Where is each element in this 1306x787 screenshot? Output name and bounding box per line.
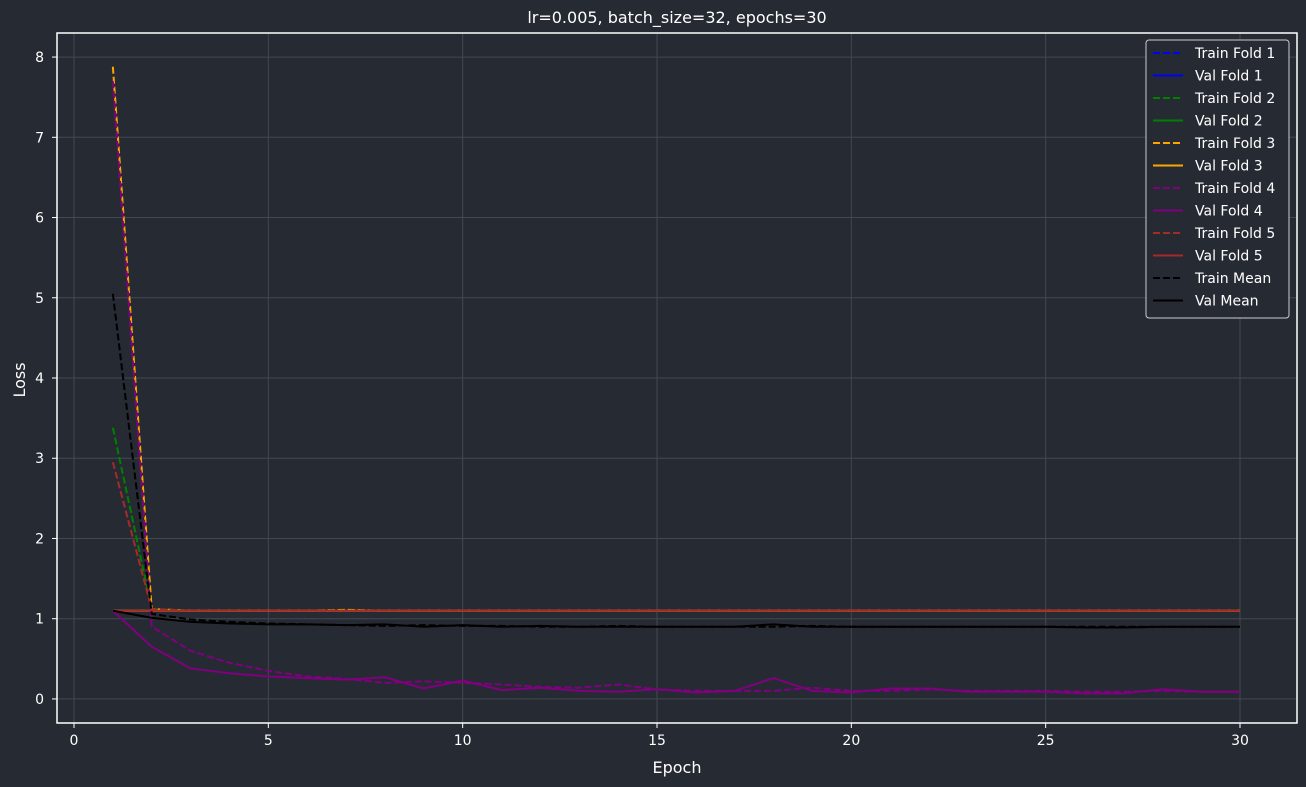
series-line-val-fold-4 bbox=[112, 609, 1240, 695]
x-tick-label: 25 bbox=[1037, 733, 1055, 749]
legend-label: Val Fold 2 bbox=[1195, 114, 1263, 130]
y-tick-label: 5 bbox=[35, 291, 44, 307]
x-tick-label: 15 bbox=[648, 733, 666, 749]
grid bbox=[57, 33, 1297, 723]
x-axis-label: Epoch bbox=[653, 758, 702, 777]
series-lines bbox=[111, 66, 1240, 695]
y-tick-label: 4 bbox=[35, 371, 44, 387]
legend-label: Train Fold 2 bbox=[1194, 91, 1275, 107]
x-tick-label: 0 bbox=[70, 733, 79, 749]
y-tick-label: 3 bbox=[35, 451, 44, 467]
y-tick-label: 1 bbox=[35, 612, 44, 628]
y-axis-label: Loss bbox=[10, 362, 29, 397]
x-axis-ticks: 0 5 10 15 20 25 30 bbox=[70, 723, 1249, 749]
legend-label: Train Fold 5 bbox=[1194, 226, 1275, 242]
legend-label: Train Fold 1 bbox=[1194, 46, 1275, 62]
y-tick-label: 6 bbox=[35, 211, 44, 227]
x-tick-label: 5 bbox=[264, 733, 273, 749]
legend-label: Val Fold 1 bbox=[1195, 69, 1263, 85]
y-tick-label: 0 bbox=[35, 692, 44, 708]
y-tick-label: 7 bbox=[35, 130, 44, 146]
legend-label: Train Fold 3 bbox=[1194, 136, 1275, 152]
legend-label: Val Mean bbox=[1195, 294, 1259, 310]
x-tick-label: 30 bbox=[1231, 733, 1249, 749]
y-axis-ticks: 0 1 2 3 4 5 6 7 8 bbox=[35, 50, 57, 708]
legend-label: Val Fold 3 bbox=[1195, 159, 1263, 175]
chart-title: lr=0.005, batch_size=32, epochs=30 bbox=[527, 8, 826, 28]
x-tick-label: 20 bbox=[842, 733, 860, 749]
y-tick-label: 2 bbox=[35, 531, 44, 547]
legend-label: Val Fold 4 bbox=[1195, 204, 1263, 220]
legend-label: Train Fold 4 bbox=[1194, 181, 1275, 197]
series-line-val-mean bbox=[112, 609, 1240, 629]
legend-box bbox=[1145, 39, 1290, 319]
legend-label: Train Mean bbox=[1194, 271, 1271, 287]
x-tick-label: 10 bbox=[454, 733, 472, 749]
legend-label: Val Fold 5 bbox=[1195, 249, 1263, 265]
y-tick-label: 8 bbox=[35, 50, 44, 66]
legend: Train Fold 1 Val Fold 1 Train Fold 2 Val Fo… bbox=[1145, 39, 1290, 319]
